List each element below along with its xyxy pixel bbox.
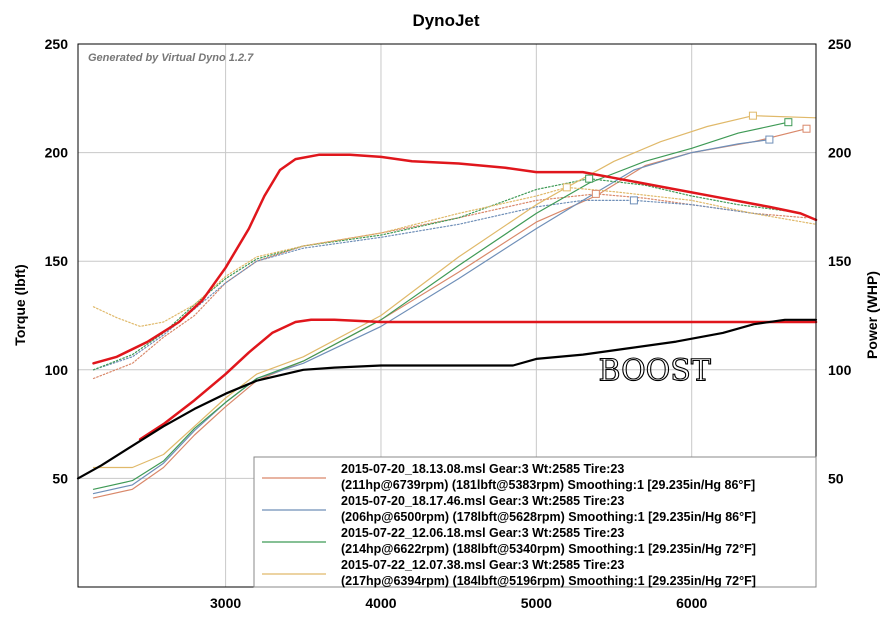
series-run4-power — [92, 115, 817, 469]
x-tick-4000: 4000 — [365, 595, 396, 611]
y-tick-right-100: 100 — [828, 362, 852, 378]
series-red-power — [138, 318, 818, 441]
y-axis-left-title: Torque (lbft) — [12, 264, 28, 345]
series-run4-torque — [92, 186, 817, 327]
peak-marker-2 — [765, 135, 774, 144]
series-run3-torque — [92, 178, 789, 371]
y-tick-right-50: 50 — [828, 470, 844, 486]
boost-label: BOOST — [598, 354, 710, 389]
series-black-boost — [76, 318, 818, 480]
legend-entry-3-title: 2015-07-22_12.06.18.msl Gear:3 Wt:2585 T… — [341, 526, 624, 540]
x-tick-5000: 5000 — [521, 595, 552, 611]
x-tick-6000: 6000 — [676, 595, 707, 611]
y-tick-left-150: 150 — [45, 253, 69, 269]
peak-marker-6 — [748, 111, 757, 120]
peak-marker-0 — [802, 124, 811, 133]
legend-entry-1-stats: (211hp@6739rpm) (181lbft@5383rpm) Smooth… — [341, 478, 755, 492]
y-axis-left: 50 100 150 200 250 — [45, 36, 69, 486]
y-tick-right-200: 200 — [828, 145, 852, 161]
y-tick-left-50: 50 — [52, 470, 68, 486]
legend-entry-4-title: 2015-07-22_12.07.38.msl Gear:3 Wt:2585 T… — [341, 558, 624, 572]
series-group — [76, 115, 818, 499]
chart-title: DynoJet — [412, 11, 479, 30]
series-red-torque — [92, 153, 818, 365]
y-axis-right-title: Power (WHP) — [864, 271, 880, 359]
peak-marker-1 — [591, 189, 600, 198]
x-axis: 3000 4000 5000 6000 — [210, 595, 707, 611]
boost-annotation: BOOST — [598, 353, 711, 389]
legend-entry-2-stats: (206hp@6500rpm) (178lbft@5628rpm) Smooth… — [341, 510, 756, 524]
series-run2-power — [92, 139, 771, 495]
peak-marker-4 — [784, 118, 793, 127]
y-tick-left-250: 250 — [45, 36, 69, 52]
y-axis-right: 50 100 150 200 250 — [828, 36, 852, 486]
y-tick-left-200: 200 — [45, 145, 69, 161]
legend-entry-4-stats: (217hp@6394rpm) (184lbft@5196rpm) Smooth… — [341, 574, 756, 588]
y-tick-right-150: 150 — [828, 253, 852, 269]
x-tick-3000: 3000 — [210, 595, 241, 611]
legend-entry-3-stats: (214hp@6622rpm) (188lbft@5340rpm) Smooth… — [341, 542, 756, 556]
legend-box — [253, 456, 817, 588]
legend: 2015-07-20_18.13.08.msl Gear:3 Wt:2585 T… — [253, 456, 817, 588]
legend-entry-2-title: 2015-07-20_18.17.46.msl Gear:3 Wt:2585 T… — [341, 494, 624, 508]
peak-marker-7 — [562, 183, 571, 192]
y-tick-left-100: 100 — [45, 362, 69, 378]
peak-marker-5 — [585, 174, 594, 183]
series-run3-power — [92, 121, 789, 490]
peak-marker-3 — [629, 196, 638, 205]
legend-entry-1-title: 2015-07-20_18.13.08.msl Gear:3 Wt:2585 T… — [341, 462, 624, 476]
peak-markers — [562, 111, 811, 205]
watermark: Generated by Virtual Dyno 1.2.7 — [88, 52, 254, 64]
y-tick-right-250: 250 — [828, 36, 852, 52]
